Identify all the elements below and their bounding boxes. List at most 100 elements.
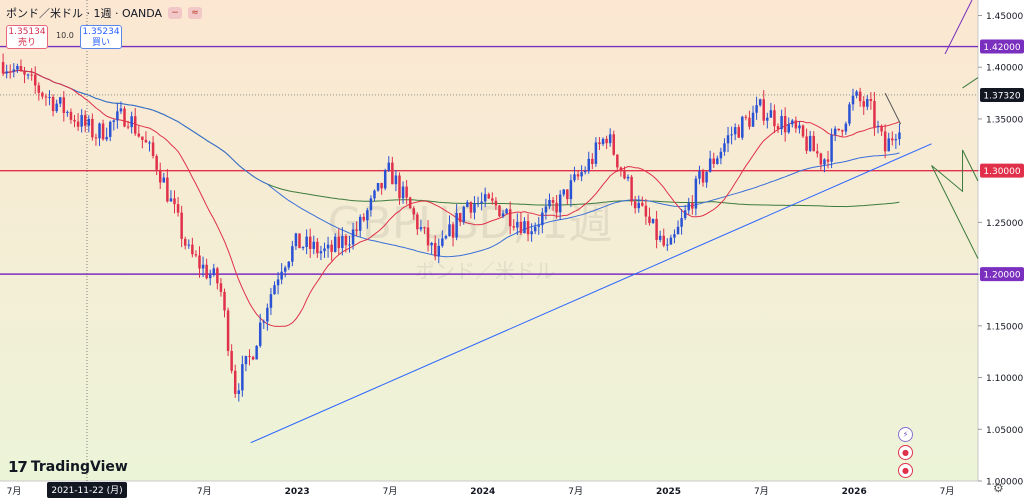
- tradingview-logo[interactable]: 17 TradingView: [8, 458, 128, 476]
- candle-body: [44, 96, 48, 98]
- candle-body: [633, 201, 637, 209]
- wave-icon[interactable]: ≈: [188, 7, 202, 19]
- candle-body: [851, 95, 855, 105]
- price-label-0[interactable]: [980, 39, 1024, 54]
- candle-body: [748, 117, 751, 127]
- candle-body: [144, 139, 148, 143]
- candle-body: [212, 268, 216, 275]
- candle-body: [687, 203, 690, 211]
- projection-line-short[interactable]: [884, 92, 902, 125]
- candle-body: [823, 159, 826, 165]
- candle-body: [716, 158, 719, 164]
- candle-body: [248, 355, 251, 357]
- candle-body: [662, 235, 665, 246]
- candle-body: [101, 123, 105, 140]
- buy-button[interactable]: 1.35234 買い: [80, 25, 122, 49]
- y-tick-label: 1.25000: [986, 219, 1023, 229]
- candle-body: [26, 74, 30, 76]
- price-label-text-1: 1.37320: [983, 91, 1020, 101]
- candle-body: [483, 194, 487, 202]
- candle-body: [223, 291, 226, 311]
- price-label-text-3: 1.20000: [983, 271, 1020, 281]
- x-tick-label: 7月: [754, 486, 769, 497]
- candle-body: [776, 126, 780, 130]
- settings-gear-icon[interactable]: ⚙: [993, 481, 1004, 495]
- candle-body: [366, 210, 369, 221]
- candle-body: [741, 116, 744, 138]
- candle-body: [244, 355, 248, 365]
- candle-body: [805, 136, 808, 151]
- candle-body: [580, 172, 583, 177]
- projection-path-down[interactable]: [931, 165, 979, 259]
- candle-body: [594, 142, 598, 164]
- candle-body: [898, 132, 901, 140]
- candle-body: [608, 134, 612, 144]
- candle-body: [387, 162, 391, 171]
- candle-body: [605, 138, 608, 144]
- price-label-text-2: 1.30000: [983, 167, 1020, 177]
- candle-body: [51, 96, 55, 112]
- candle-body: [487, 194, 491, 199]
- collapse-icon[interactable]: −: [168, 7, 182, 19]
- candle-body: [491, 198, 494, 201]
- sell-button[interactable]: 1.35134 売り: [6, 25, 48, 49]
- candle-body: [373, 190, 376, 199]
- candle-body: [180, 212, 183, 239]
- symbol-title[interactable]: ポンド／米ドル · 1週 · OANDA: [6, 7, 162, 20]
- candle-body: [276, 279, 280, 286]
- candle-body: [694, 178, 698, 209]
- candle-body: [837, 128, 840, 131]
- candle-body: [758, 99, 762, 106]
- candle-body: [16, 65, 19, 70]
- candle-body: [255, 345, 258, 360]
- candle-body: [744, 116, 748, 118]
- candle-body: [462, 206, 466, 222]
- candle-body: [494, 200, 498, 206]
- candle-body: [808, 135, 812, 151]
- candle-body: [523, 221, 526, 234]
- candle-body: [80, 115, 83, 127]
- candle-body: [787, 124, 790, 133]
- candle-body: [848, 104, 851, 124]
- candle-body: [833, 128, 837, 135]
- trendline[interactable]: [250, 143, 932, 444]
- us-flag-icon[interactable]: ●: [898, 445, 913, 460]
- candle-body: [191, 244, 194, 255]
- candle-body: [5, 71, 8, 74]
- candle-body: [512, 226, 516, 228]
- candle-body: [473, 203, 476, 213]
- candle-body: [337, 236, 341, 249]
- candle-body: [55, 103, 58, 112]
- candle-body: [108, 121, 112, 137]
- candle-body: [819, 153, 823, 165]
- candle-body: [873, 101, 876, 128]
- projection-line-purple[interactable]: [944, 0, 973, 55]
- projection-path-green[interactable]: [931, 149, 979, 193]
- candle-body: [298, 233, 301, 249]
- candle-body: [291, 246, 294, 262]
- candle-body: [648, 216, 651, 223]
- price-label-3[interactable]: [980, 267, 1024, 282]
- candle-body: [116, 111, 119, 121]
- candle-body: [237, 390, 241, 394]
- candle-body: [680, 218, 683, 227]
- projection-path-up[interactable]: [962, 77, 979, 89]
- candle-body: [691, 203, 694, 209]
- candle-body: [383, 170, 387, 189]
- uk-flag-icon[interactable]: ●: [898, 463, 913, 478]
- y-tick-label: 1.40000: [986, 64, 1023, 74]
- candle-body: [558, 194, 562, 213]
- y-tick-label: 1.45000: [986, 12, 1023, 22]
- lightning-icon[interactable]: ⚡: [898, 427, 913, 442]
- candle-body: [91, 118, 94, 138]
- price-label-1[interactable]: [980, 87, 1024, 102]
- candle-body: [401, 186, 405, 199]
- logo-text: TradingView: [30, 459, 128, 475]
- candle-body: [133, 116, 137, 134]
- candle-body: [844, 123, 848, 132]
- candle-body: [830, 134, 833, 162]
- price-label-2[interactable]: [980, 163, 1024, 178]
- watermark-name: ポンド／米ドル: [415, 259, 555, 283]
- candle-body: [287, 261, 291, 268]
